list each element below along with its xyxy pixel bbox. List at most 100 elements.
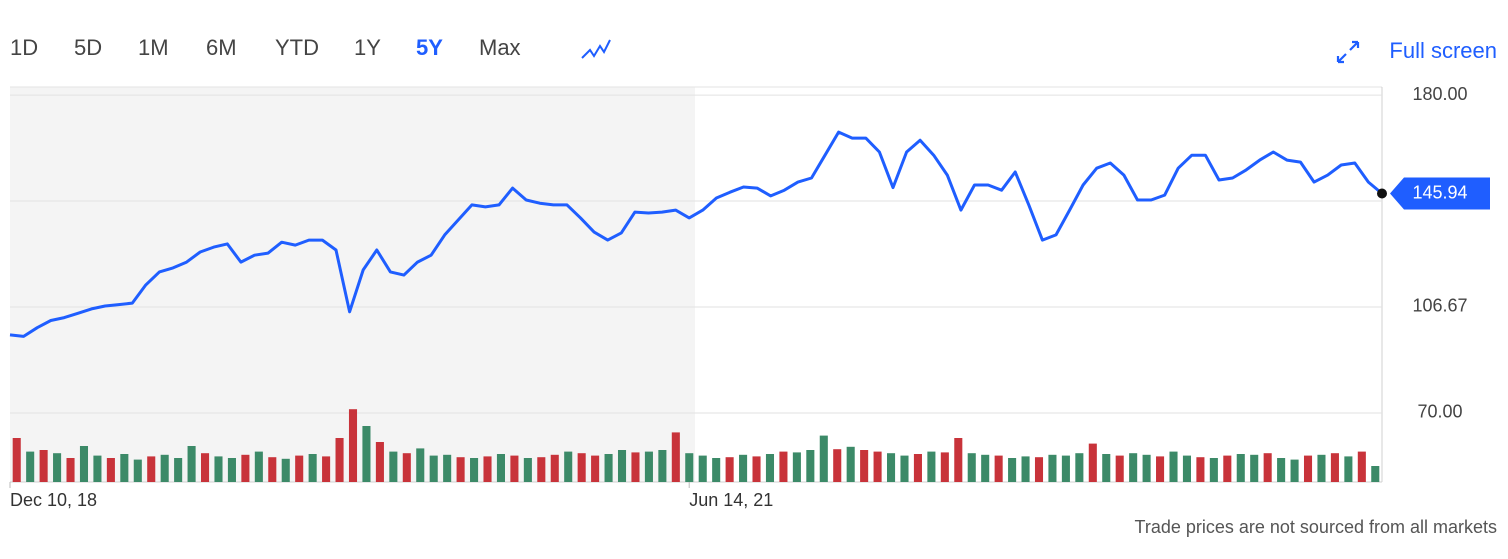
grid [9, 94, 1382, 488]
volume-bar [940, 452, 949, 482]
volume-bar [348, 409, 358, 482]
volume-bar [443, 454, 452, 482]
volume-bar [308, 454, 317, 482]
range-button[interactable]: Max [479, 35, 521, 60]
volume-bar [496, 454, 505, 482]
volume-bar [913, 454, 922, 482]
volume-bar [227, 458, 236, 482]
volume-bar [1156, 456, 1165, 482]
fullscreen-label: Full screen [1389, 38, 1497, 63]
volume-bar [765, 454, 775, 482]
volume-bar [1250, 454, 1259, 482]
volume-bar [604, 454, 613, 482]
volume-bar [1290, 459, 1299, 482]
volume-bar [335, 438, 344, 482]
x-tick-label: Dec 10, 18 [10, 490, 97, 510]
volume-bar [577, 453, 586, 482]
volume-bar [1021, 456, 1030, 482]
volume-bar [510, 455, 519, 482]
volume-bar [281, 458, 290, 482]
volume-bar [1236, 454, 1245, 482]
volume-bar [1357, 451, 1366, 482]
volume-bar [66, 458, 75, 482]
range-button[interactable]: 1D [10, 35, 38, 60]
fullscreen-button[interactable]: Full screen [1336, 38, 1497, 64]
volume-bars [12, 409, 1380, 482]
volume-bar [1075, 453, 1084, 482]
volume-bar [537, 457, 546, 482]
volume-bar [900, 455, 909, 482]
last-price-dot [1377, 188, 1387, 199]
volume-bar [254, 451, 263, 482]
range-button[interactable]: 1M [138, 35, 169, 60]
range-button[interactable]: YTD [275, 35, 319, 60]
volume-bar [1182, 455, 1191, 482]
volume-bar [873, 451, 882, 482]
volume-bar [1344, 456, 1353, 482]
volume-bar [550, 454, 559, 482]
range-button[interactable]: 6M [206, 35, 237, 60]
volume-bar [174, 458, 183, 482]
volume-bar [779, 451, 788, 482]
volume-bar [120, 454, 129, 482]
volume-bar [967, 453, 976, 482]
volume-bar [201, 453, 210, 482]
volume-bar [523, 458, 532, 482]
volume-bar [1209, 458, 1218, 482]
volume-bar [1263, 453, 1272, 482]
volume-bar [362, 426, 371, 482]
volume-bar [39, 450, 48, 482]
volume-bar [887, 453, 896, 482]
volume-bar [133, 459, 142, 482]
volume-bar [1008, 458, 1017, 482]
volume-bar [1371, 466, 1380, 482]
volume-bar [1129, 453, 1138, 482]
volume-bar [402, 453, 411, 482]
volume-bar [429, 455, 438, 482]
volume-bar [160, 454, 169, 482]
volume-bar [725, 457, 734, 482]
volume-bar [322, 456, 331, 482]
volume-bar [1061, 455, 1070, 482]
volume-bar [187, 446, 196, 482]
volume-bar [591, 455, 600, 482]
last-price-tag [1390, 177, 1490, 210]
volume-bar [981, 454, 990, 482]
chart-type-icon[interactable] [581, 39, 611, 59]
volume-bar [53, 453, 62, 482]
price-line [9, 130, 1383, 338]
x-tick-label: Jun 14, 21 [689, 490, 773, 510]
volume-bar [268, 457, 277, 482]
toolbar: 1D 5D 1M 6M YTD 1Y 5Y Max [10, 35, 521, 60]
range-button[interactable]: 5Y [416, 35, 443, 60]
volume-bar [483, 456, 492, 482]
volume-bar [671, 432, 680, 482]
volume-bar [241, 454, 250, 482]
volume-bar [617, 450, 627, 482]
volume-bar [994, 455, 1003, 482]
volume-bar [631, 452, 640, 482]
volume-bar [106, 458, 115, 482]
volume-bar [819, 435, 828, 482]
last-price-label: 145.94 [1412, 182, 1467, 202]
volume-bar [1169, 451, 1178, 482]
volume-bar [1115, 455, 1124, 482]
volume-bar [860, 450, 869, 482]
volume-bar [1102, 454, 1111, 482]
range-button[interactable]: 1Y [354, 35, 381, 60]
volume-bar [375, 442, 384, 482]
volume-bar [806, 450, 815, 482]
range-button[interactable]: 5D [74, 35, 102, 60]
volume-bar [1303, 455, 1313, 482]
volume-bar [12, 438, 21, 482]
volume-bar [93, 455, 102, 482]
volume-bar [927, 451, 936, 482]
volume-bar [792, 452, 801, 482]
volume-bar [833, 449, 842, 482]
footnote: Trade prices are not sourced from all ma… [1135, 517, 1497, 537]
y-tick-label: 106.67 [1412, 296, 1467, 316]
volume-bar [1142, 454, 1151, 482]
